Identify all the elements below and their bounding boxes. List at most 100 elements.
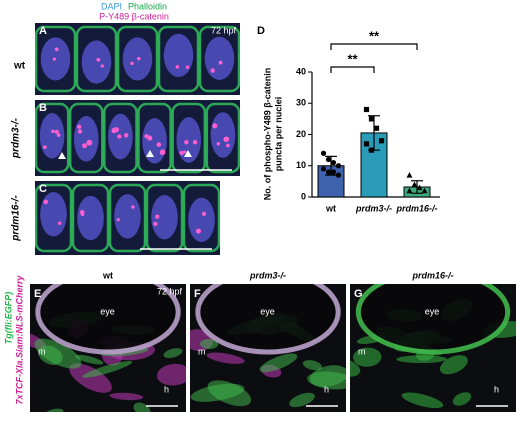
channel-label: 7xTCF-Xla.Siam:NLS-mCherry	[14, 274, 24, 404]
y-tick-label: 40	[296, 66, 306, 76]
tissue	[156, 363, 186, 386]
tissue	[34, 338, 82, 369]
cell-membrane	[103, 102, 138, 174]
data-point	[406, 187, 413, 194]
column-label: prdm16-/-	[411, 270, 453, 280]
x-tick-label: wt	[325, 203, 336, 213]
data-point	[335, 163, 342, 169]
stage-label: 72 hpf	[211, 25, 237, 35]
puncta	[185, 65, 190, 69]
arrowhead	[146, 150, 154, 157]
puncta	[100, 64, 104, 68]
h-label: h	[164, 384, 169, 394]
cell-membrane	[68, 102, 104, 174]
panel-letter: C	[39, 183, 47, 195]
tissue	[69, 363, 112, 393]
cell-membrane	[205, 102, 240, 174]
significance-bracket	[330, 43, 418, 50]
nucleus	[77, 195, 104, 241]
puncta	[54, 47, 59, 52]
data-point	[368, 147, 375, 153]
data-point	[325, 169, 332, 175]
puncta	[218, 60, 223, 65]
eye-label: eye	[260, 306, 275, 316]
legend-dapi: DAPI	[101, 1, 122, 11]
y-axis-label: puncta per nuclei	[273, 97, 283, 172]
eye-label: eye	[100, 306, 115, 316]
data-point	[330, 169, 337, 175]
nucleus	[188, 197, 215, 243]
micrograph	[350, 284, 516, 412]
tissue	[75, 354, 104, 365]
puncta	[202, 211, 207, 216]
puncta	[77, 124, 82, 129]
nucleus	[163, 33, 194, 78]
eye-outline	[35, 284, 181, 355]
channel-label: Tg(fli:EGFP)	[3, 292, 13, 345]
data-point	[416, 184, 423, 191]
significance-bracket	[330, 66, 375, 73]
panel-letter: E	[34, 288, 41, 300]
tissue	[452, 392, 472, 406]
cell-membrane	[182, 183, 220, 253]
data-point	[411, 181, 418, 187]
puncta	[96, 57, 101, 62]
tissue	[353, 347, 382, 367]
puncta	[184, 140, 189, 145]
puncta	[43, 145, 47, 150]
cell-membrane	[35, 102, 70, 174]
nucleus	[204, 36, 235, 80]
cell-membrane	[145, 183, 184, 253]
eye-label: eye	[425, 306, 440, 316]
cell-membrane	[35, 25, 77, 93]
legend-catenin: P-Y489 β-catenin	[99, 11, 169, 21]
nucleus	[142, 118, 167, 164]
m-label: m	[198, 346, 206, 356]
panel-letter: F	[194, 288, 201, 300]
puncta	[156, 142, 162, 147]
tissue	[207, 380, 252, 407]
puncta	[226, 143, 230, 148]
m-label: m	[38, 346, 46, 356]
puncta	[117, 134, 122, 139]
x-tick-label: prdm16-/-	[395, 203, 437, 213]
cell-membrane	[137, 102, 172, 174]
data-point	[330, 160, 337, 166]
tissue	[200, 338, 219, 349]
puncta	[77, 129, 83, 134]
data-point	[335, 172, 342, 178]
cell-membrane	[157, 25, 200, 93]
nucleus	[114, 194, 141, 239]
panel-letter: B	[39, 102, 47, 114]
nucleus	[73, 116, 99, 162]
y-axis-label: No. of phospho-Y489 β-catenin	[262, 68, 272, 201]
cell-membrane	[35, 183, 73, 253]
data-point	[378, 138, 385, 144]
puncta	[57, 221, 62, 225]
puncta	[82, 143, 88, 149]
panel-letter: A	[39, 25, 47, 37]
micrograph	[190, 284, 346, 412]
y-tick-label: 30	[296, 98, 306, 108]
puncta	[147, 135, 153, 141]
arrowhead	[58, 152, 66, 159]
row-label: wt	[13, 61, 26, 72]
puncta	[212, 123, 218, 129]
puncta	[210, 68, 215, 73]
data-point	[320, 166, 327, 172]
significance-label: **	[347, 51, 358, 66]
panel-letter: D	[257, 25, 265, 37]
puncta	[43, 199, 49, 205]
tissue	[44, 408, 64, 412]
puncta	[86, 139, 93, 146]
nucleus	[39, 113, 65, 159]
bar-chart: D No. of phospho-Y489 β-catenin puncta p…	[257, 25, 440, 213]
h-label: h	[324, 384, 329, 394]
y-tick-label: 0	[301, 191, 306, 201]
puncta	[56, 133, 61, 137]
tissue	[163, 348, 183, 358]
puncta	[195, 228, 202, 234]
tissue	[401, 392, 444, 409]
tissue	[206, 352, 245, 364]
